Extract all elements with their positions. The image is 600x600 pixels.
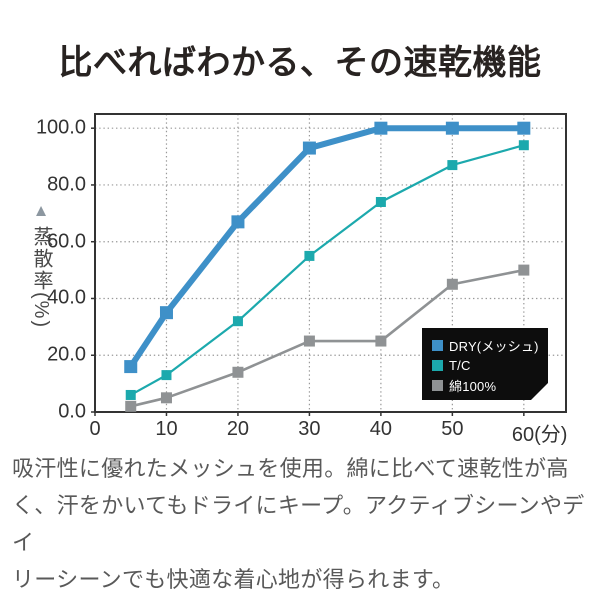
y-tick-label: 40.0 — [47, 286, 86, 309]
data-point-marker — [232, 316, 243, 327]
data-point-marker — [124, 360, 138, 374]
y-tick-label: 0.0 — [58, 400, 86, 423]
y-axis-title: ▲ 蒸散率(%) — [25, 202, 57, 334]
x-tick-label: 40 — [369, 418, 392, 440]
data-point-marker — [302, 141, 316, 155]
legend-swatch-icon — [432, 379, 443, 391]
data-point-marker — [518, 140, 529, 151]
y-axis-label: 蒸散率(%) — [30, 226, 52, 330]
description-line: 吸汗性に優れたメッシュを使用。綿に比べて速乾性が高 — [12, 456, 569, 481]
page-title: 比べればわかる、その速乾機能 — [58, 44, 542, 82]
y-tick-label: 100.0 — [35, 116, 86, 139]
plot-border — [94, 113, 567, 413]
legend-item: 綿100% — [432, 375, 548, 395]
legend-item-label: T/C — [449, 357, 471, 373]
data-point-marker — [160, 392, 172, 404]
data-point-marker — [161, 370, 172, 381]
x-tick-label: 0 — [89, 418, 101, 440]
data-point-marker — [303, 335, 315, 347]
legend-item: T/C — [432, 355, 548, 375]
data-point-marker — [374, 121, 388, 135]
chart-legend: DRY(メッシュ) T/C 綿100% — [422, 328, 548, 400]
data-point-marker — [375, 196, 386, 207]
legend-swatch-icon — [432, 339, 443, 351]
description-line: く、汗をかいてもドライにキープ。アクティブシーンやデイ — [12, 493, 585, 555]
legend-item-label: 綿100% — [449, 378, 497, 394]
x-tick-label: 30 — [298, 418, 321, 440]
data-point-marker — [375, 335, 387, 347]
x-tick-label: 50 — [441, 418, 464, 440]
legend-swatch-icon — [432, 359, 443, 371]
description-line: リーシーンでも快適な着心地が得られます。 — [12, 567, 455, 592]
x-tick-label: 10 — [155, 418, 178, 440]
data-point-marker — [446, 278, 458, 290]
data-point-marker — [518, 264, 530, 276]
y-tick-label: 80.0 — [47, 173, 86, 196]
data-point-marker — [125, 389, 136, 400]
description-text: 吸汗性に優れたメッシュを使用。綿に比べて速乾性が高 く、汗をかいてもドライにキー… — [12, 450, 596, 598]
x-tick-label: 60(分) — [511, 424, 568, 446]
y-tick-label: 60.0 — [47, 230, 86, 253]
data-point-marker — [445, 121, 459, 135]
data-point-marker — [517, 121, 531, 135]
data-point-marker — [231, 215, 245, 229]
data-point-marker — [304, 250, 315, 261]
data-point-marker — [232, 366, 244, 378]
x-tick-label: 20 — [226, 418, 250, 440]
triangle-up-icon: ▲ — [32, 201, 50, 220]
data-point-marker — [159, 306, 173, 320]
data-point-marker — [125, 400, 137, 412]
y-tick-label: 20.0 — [47, 343, 86, 366]
legend-item: DRY(メッシュ) — [432, 335, 548, 355]
legend-item-label: DRY(メッシュ) — [449, 338, 539, 354]
data-point-marker — [447, 160, 458, 171]
